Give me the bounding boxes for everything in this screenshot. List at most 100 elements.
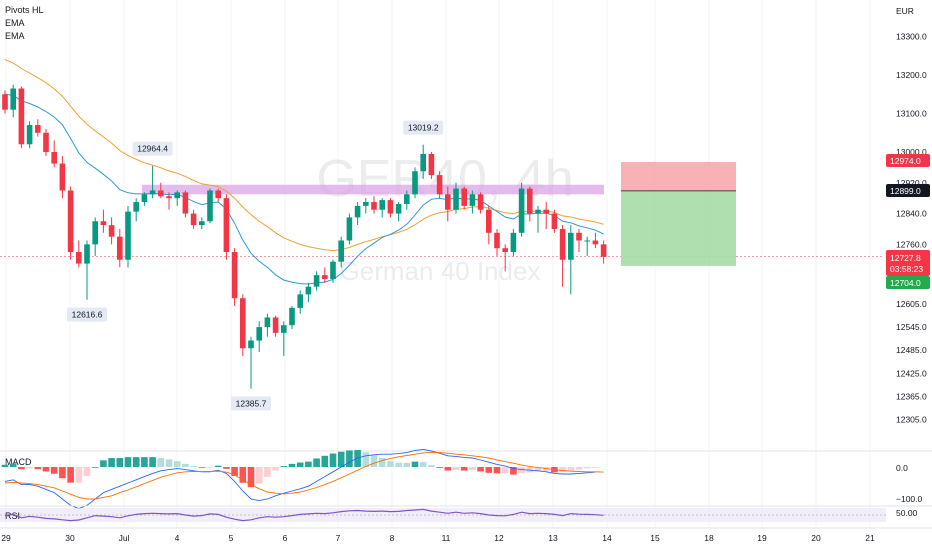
- candle[interactable]: [363, 198, 369, 214]
- candle[interactable]: [190, 209, 197, 229]
- candle[interactable]: [207, 188, 213, 224]
- candle[interactable]: [469, 190, 476, 214]
- candle[interactable]: [461, 186, 467, 210]
- candle[interactable]: [43, 128, 49, 156]
- candle[interactable]: [272, 315, 279, 337]
- candle[interactable]: [59, 155, 66, 199]
- candles[interactable]: [2, 84, 607, 389]
- candle[interactable]: [387, 198, 394, 218]
- candle[interactable]: [420, 144, 426, 179]
- candle[interactable]: [100, 209, 107, 233]
- legend-ema-1[interactable]: EMA: [5, 18, 25, 28]
- ema-fast-path[interactable]: [4, 93, 604, 285]
- candle[interactable]: [26, 121, 33, 149]
- candle[interactable]: [35, 119, 41, 137]
- candle[interactable]: [338, 236, 344, 268]
- candle[interactable]: [371, 196, 377, 214]
- candle[interactable]: [125, 205, 131, 268]
- ema-fast-line[interactable]: [4, 93, 604, 285]
- candle[interactable]: [223, 194, 230, 260]
- candle[interactable]: [354, 202, 361, 226]
- rsi-label[interactable]: RSI: [5, 511, 20, 521]
- ema-slow-line[interactable]: [4, 59, 604, 252]
- candle[interactable]: [141, 192, 148, 206]
- short-position-tool[interactable]: [621, 162, 736, 266]
- candle[interactable]: [568, 225, 574, 295]
- candle[interactable]: [494, 228, 500, 256]
- macd-line[interactable]: [4, 448, 596, 510]
- candle[interactable]: [182, 190, 189, 218]
- candle[interactable]: [445, 186, 451, 222]
- macd-bar: [214, 465, 222, 467]
- rsi-path[interactable]: [4, 508, 604, 522]
- candle[interactable]: [297, 290, 303, 314]
- ema-slow-path[interactable]: [4, 59, 604, 252]
- rsi-line[interactable]: [4, 508, 604, 522]
- time-axis[interactable]: 29 30 Jul 4 5 6 7 8 11 12 13 14 15 18 19 20 21: [1, 533, 875, 543]
- candle[interactable]: [149, 165, 156, 199]
- candle[interactable]: [215, 188, 221, 203]
- candle[interactable]: [584, 236, 590, 256]
- legend-ema-2[interactable]: EMA: [5, 31, 25, 41]
- price-axis[interactable]: EUR 13300.013200.013100.013000.012920.01…: [886, 6, 930, 424]
- stop-loss-zone[interactable]: [621, 162, 736, 191]
- candle[interactable]: [322, 267, 328, 283]
- candle[interactable]: [117, 228, 123, 268]
- macd-histogram[interactable]: [1, 449, 599, 488]
- candle[interactable]: [2, 90, 8, 114]
- candle[interactable]: [10, 84, 16, 118]
- macd-lines[interactable]: [4, 448, 604, 510]
- macd-label[interactable]: MACD: [5, 457, 32, 467]
- candle[interactable]: [346, 213, 353, 245]
- candle[interactable]: [158, 182, 164, 199]
- candle[interactable]: [600, 240, 607, 264]
- macd-bar: [362, 452, 370, 467]
- candle[interactable]: [412, 167, 418, 199]
- candle[interactable]: [436, 171, 443, 199]
- candle[interactable]: [92, 217, 98, 256]
- candle[interactable]: [305, 282, 312, 303]
- candle[interactable]: [518, 182, 525, 237]
- candle[interactable]: [76, 240, 82, 268]
- candle[interactable]: [174, 190, 180, 206]
- candle[interactable]: [592, 232, 599, 249]
- candle[interactable]: [231, 248, 238, 306]
- candle[interactable]: [551, 209, 558, 233]
- candle[interactable]: [486, 205, 492, 245]
- candle[interactable]: [67, 186, 74, 260]
- resistance-zone[interactable]: [142, 184, 604, 195]
- signal-line[interactable]: [4, 451, 604, 500]
- candle[interactable]: [428, 152, 435, 179]
- take-profit-zone[interactable]: [621, 190, 736, 266]
- candle[interactable]: [51, 140, 57, 168]
- candle[interactable]: [453, 182, 459, 214]
- candle[interactable]: [256, 321, 262, 353]
- candle[interactable]: [543, 202, 549, 229]
- candle[interactable]: [108, 217, 115, 245]
- candle[interactable]: [264, 313, 271, 337]
- candle[interactable]: [240, 294, 246, 356]
- candle[interactable]: [395, 202, 402, 222]
- candle[interactable]: [535, 205, 541, 233]
- candle[interactable]: [404, 190, 410, 210]
- candle[interactable]: [199, 217, 205, 229]
- candle[interactable]: [527, 186, 533, 222]
- candle[interactable]: [379, 198, 385, 218]
- candle[interactable]: [330, 259, 336, 283]
- candle[interactable]: [313, 271, 320, 291]
- candle[interactable]: [248, 336, 254, 389]
- candle[interactable]: [84, 240, 90, 300]
- candle[interactable]: [133, 198, 139, 222]
- legend-pivots[interactable]: Pivots HL: [5, 5, 44, 15]
- candle[interactable]: [559, 225, 566, 287]
- candle[interactable]: [18, 86, 25, 149]
- candle[interactable]: [281, 321, 287, 356]
- candle[interactable]: [576, 228, 582, 253]
- candle[interactable]: [289, 305, 295, 330]
- candle[interactable]: [502, 244, 508, 272]
- x-tick-4: 5: [229, 533, 234, 543]
- candle[interactable]: [166, 192, 172, 210]
- candle[interactable]: [510, 228, 517, 256]
- candle[interactable]: [477, 192, 484, 214]
